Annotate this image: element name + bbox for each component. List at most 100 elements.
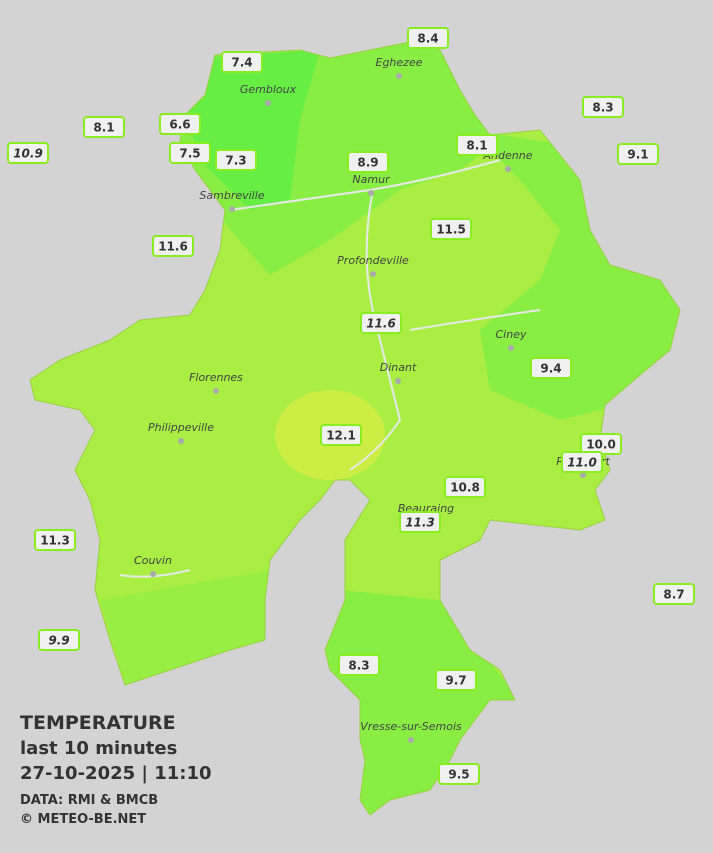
legend-credit: © METEO-BE.NET bbox=[20, 812, 146, 827]
station-box bbox=[152, 235, 194, 257]
station-box bbox=[215, 149, 257, 171]
station-value: 11.6 bbox=[366, 317, 396, 331]
station: 11.3 bbox=[34, 529, 76, 551]
town-label: Couvin bbox=[134, 554, 172, 567]
station-value: 7.5 bbox=[179, 147, 200, 161]
station: 9.7 bbox=[435, 669, 477, 691]
station: 8.9 bbox=[347, 151, 389, 173]
station-value: 8.7 bbox=[663, 588, 684, 602]
station-value: 11.6 bbox=[158, 240, 188, 254]
station: 7.3 bbox=[215, 149, 257, 171]
station: 11.6 bbox=[152, 235, 194, 257]
station: 12.1 bbox=[320, 424, 362, 446]
station-box bbox=[444, 476, 486, 498]
station: 8.3 bbox=[338, 654, 380, 676]
station: 8.1 bbox=[83, 116, 125, 138]
legend-subtitle: last 10 minutes bbox=[20, 738, 177, 759]
station-value: 11.3 bbox=[40, 534, 70, 548]
station: 6.6 bbox=[159, 113, 201, 135]
station: 10.0 bbox=[580, 433, 622, 455]
station: 7.4 bbox=[221, 51, 263, 73]
town-dot bbox=[408, 737, 414, 743]
station-box bbox=[169, 142, 211, 164]
station-value: 8.1 bbox=[466, 139, 487, 153]
town-dot bbox=[178, 438, 184, 444]
station-value: 10.8 bbox=[450, 481, 480, 495]
station-value: 9.7 bbox=[445, 674, 466, 688]
station-value: 11.5 bbox=[436, 223, 466, 237]
station-box bbox=[435, 669, 477, 691]
station-value: 11.3 bbox=[405, 516, 435, 530]
station-value: 8.9 bbox=[357, 156, 378, 170]
legend-datetime: 27-10-2025 | 11:10 bbox=[20, 763, 212, 784]
station-value: 11.0 bbox=[567, 456, 597, 470]
town-label: Florennes bbox=[189, 371, 243, 384]
legend-source: DATA: RMI & BMCB bbox=[20, 793, 158, 808]
station: 8.7 bbox=[653, 583, 695, 605]
temp-zone bbox=[170, 50, 320, 210]
town-dot bbox=[396, 73, 402, 79]
station-value: 9.5 bbox=[448, 768, 469, 782]
station: 9.5 bbox=[438, 763, 480, 785]
station: 11.3 bbox=[399, 511, 441, 533]
station-value: 8.1 bbox=[93, 121, 114, 135]
town-dot bbox=[150, 571, 156, 577]
station: 8.4 bbox=[407, 27, 449, 49]
station-box bbox=[320, 424, 362, 446]
station: 11.0 bbox=[561, 451, 603, 473]
station-box bbox=[399, 511, 441, 533]
town-dot bbox=[580, 472, 586, 478]
station-box bbox=[530, 357, 572, 379]
temp-zone bbox=[470, 130, 680, 420]
town-label: Gembloux bbox=[240, 83, 297, 96]
station-box bbox=[83, 116, 125, 138]
station-value: 8.3 bbox=[592, 101, 613, 115]
town-label: Profondeville bbox=[337, 254, 409, 267]
station-box bbox=[438, 763, 480, 785]
town-label: Sambreville bbox=[199, 189, 264, 202]
station-box bbox=[653, 583, 695, 605]
legend-title: TEMPERATURE bbox=[20, 712, 176, 734]
station-value: 10.0 bbox=[586, 438, 616, 452]
station-box bbox=[38, 629, 80, 651]
station-box bbox=[221, 51, 263, 73]
town-label: Vresse-sur-Semois bbox=[360, 720, 462, 733]
station: 10.9 bbox=[7, 142, 49, 164]
station-value: 8.4 bbox=[417, 32, 438, 46]
station-value: 6.6 bbox=[169, 118, 190, 132]
station-box bbox=[338, 654, 380, 676]
station-value: 9.1 bbox=[627, 148, 648, 162]
station-box bbox=[561, 451, 603, 473]
station-box bbox=[159, 113, 201, 135]
station: 7.5 bbox=[169, 142, 211, 164]
station-value: 8.3 bbox=[348, 659, 369, 673]
town-dot bbox=[395, 378, 401, 384]
station-box bbox=[407, 27, 449, 49]
town-dot bbox=[265, 100, 271, 106]
station-value: 9.9 bbox=[48, 634, 69, 648]
station: 8.1 bbox=[456, 134, 498, 156]
station: 8.3 bbox=[582, 96, 624, 118]
station-box bbox=[456, 134, 498, 156]
station-box bbox=[347, 151, 389, 173]
town-label: Eghezee bbox=[376, 56, 423, 69]
station-value: 7.3 bbox=[225, 154, 246, 168]
station-box bbox=[430, 218, 472, 240]
station-box bbox=[582, 96, 624, 118]
station: 9.4 bbox=[530, 357, 572, 379]
town-dot bbox=[508, 345, 514, 351]
station-box bbox=[34, 529, 76, 551]
town-dot bbox=[213, 388, 219, 394]
town-dot bbox=[368, 190, 374, 196]
town-label: Ciney bbox=[496, 328, 527, 341]
town-label: Namur bbox=[352, 173, 391, 186]
town-dot bbox=[505, 166, 511, 172]
town-label: Dinant bbox=[380, 361, 417, 374]
station: 9.9 bbox=[38, 629, 80, 651]
station-box bbox=[617, 143, 659, 165]
station-box bbox=[360, 312, 402, 334]
station: 10.8 bbox=[444, 476, 486, 498]
town-label: Philippeville bbox=[148, 421, 214, 434]
station: 11.6 bbox=[360, 312, 402, 334]
